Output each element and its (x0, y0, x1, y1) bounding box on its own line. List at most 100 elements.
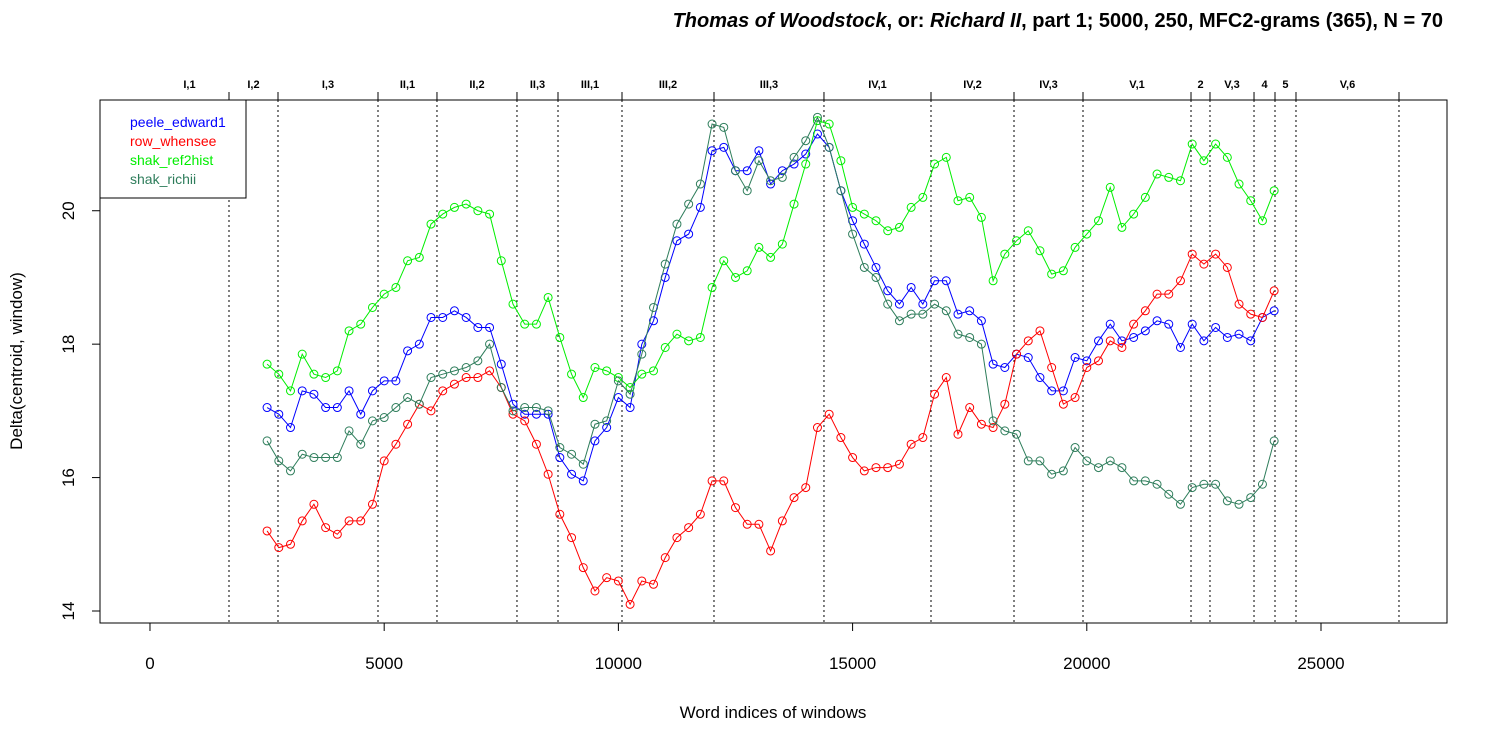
data-point (1269, 306, 1279, 316)
data-point (1164, 489, 1174, 499)
data-point (965, 403, 975, 413)
data-point (953, 309, 963, 319)
data-point (649, 579, 659, 589)
data-point (894, 316, 904, 326)
data-point (941, 306, 951, 316)
data-point (1211, 322, 1221, 332)
data-point (1257, 312, 1267, 322)
data-point (567, 469, 577, 479)
data-point (836, 156, 846, 166)
data-point (625, 599, 635, 609)
data-point (426, 219, 436, 229)
data-point (1199, 156, 1209, 166)
data-point (367, 499, 377, 509)
data-point (531, 403, 541, 413)
scene-label: I,2 (247, 79, 259, 91)
data-point (684, 523, 694, 533)
data-point (1175, 499, 1185, 509)
data-point (613, 376, 623, 386)
data-point (1164, 289, 1174, 299)
data-point (789, 493, 799, 503)
data-point (1047, 386, 1057, 396)
data-point (438, 312, 448, 322)
data-point (1246, 336, 1256, 346)
data-point (707, 282, 717, 292)
data-point (1105, 336, 1115, 346)
data-point (1070, 393, 1080, 403)
data-point (391, 403, 401, 413)
data-point (403, 419, 413, 429)
data-point (602, 416, 612, 426)
data-point (567, 449, 577, 459)
data-point (344, 326, 354, 336)
data-point (695, 202, 705, 212)
data-point (649, 302, 659, 312)
data-point (297, 449, 307, 459)
series-line (266, 120, 1275, 399)
data-point (262, 403, 272, 413)
data-point (965, 332, 975, 342)
data-point (660, 553, 670, 563)
data-point (976, 339, 986, 349)
data-point (613, 576, 623, 586)
data-point (742, 166, 752, 176)
data-point (543, 406, 553, 416)
data-point (871, 216, 881, 226)
data-point (836, 433, 846, 443)
scene-label: I,3 (322, 79, 334, 91)
data-point (1058, 399, 1068, 409)
data-point (1129, 209, 1139, 219)
data-point (473, 356, 483, 366)
data-point (1152, 479, 1162, 489)
data-point (602, 573, 612, 583)
data-point (1129, 332, 1139, 342)
data-point (1117, 336, 1127, 346)
data-point (625, 389, 635, 399)
data-point (367, 302, 377, 312)
data-point (637, 339, 647, 349)
x-tick-label: 5000 (365, 654, 403, 673)
data-point (777, 516, 787, 526)
data-point (590, 419, 600, 429)
data-point (461, 373, 471, 383)
title-part: Thomas of Woodstock (673, 10, 888, 32)
data-point (1058, 266, 1068, 276)
data-point (356, 439, 366, 449)
data-point (555, 453, 565, 463)
data-point (883, 286, 893, 296)
data-point (297, 516, 307, 526)
data-point (730, 166, 740, 176)
data-point (906, 439, 916, 449)
y-tick-label: 18 (59, 335, 78, 354)
data-point (824, 142, 834, 152)
data-point (1140, 326, 1150, 336)
y-tick-label: 20 (59, 201, 78, 220)
scene-label: V,1 (1129, 79, 1145, 91)
data-point (344, 386, 354, 396)
chart-title: Thomas of Woodstock, or: Richard II, par… (673, 10, 1443, 32)
legend-box (99, 99, 247, 199)
data-point (414, 252, 424, 262)
title-part: , or: (887, 10, 930, 32)
data-point (590, 436, 600, 446)
data-point (1187, 249, 1197, 259)
data-point (297, 386, 307, 396)
data-point (883, 463, 893, 473)
data-point (965, 192, 975, 202)
title-part: Richard II (930, 10, 1022, 32)
data-point (930, 389, 940, 399)
data-point (789, 199, 799, 209)
data-point (894, 299, 904, 309)
data-point (1105, 319, 1115, 329)
data-point (1234, 499, 1244, 509)
data-point (754, 146, 764, 156)
data-point (1105, 182, 1115, 192)
data-point (1117, 463, 1127, 473)
data-point (918, 192, 928, 202)
data-point (719, 256, 729, 266)
data-point (871, 262, 881, 272)
data-point (637, 576, 647, 586)
data-point (391, 376, 401, 386)
scene-label: III,1 (581, 79, 599, 91)
data-point (625, 383, 635, 393)
